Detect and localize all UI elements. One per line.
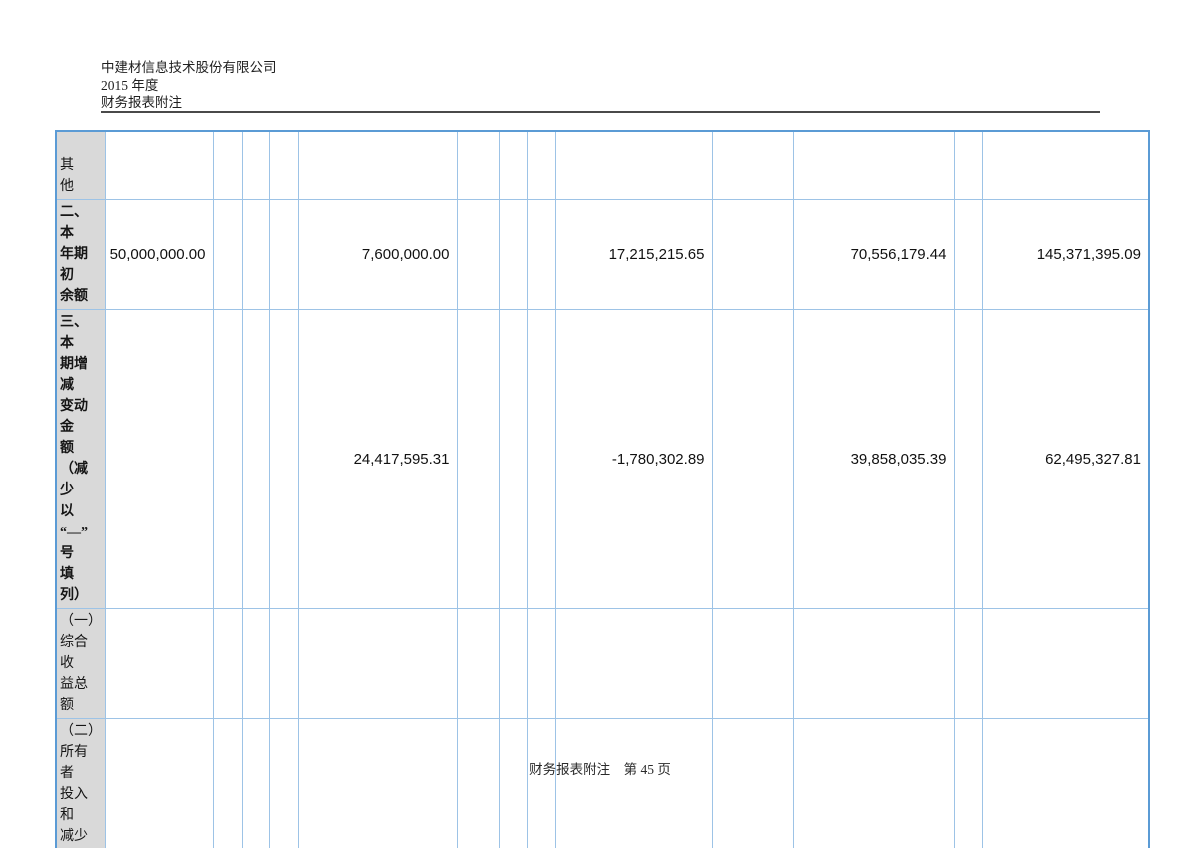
empty-cell bbox=[212, 199, 243, 310]
financial-table: 其 他二、本 年期初 余额 50,000,000.00 7,600,000.00 17… bbox=[55, 130, 1150, 848]
header-rule bbox=[101, 111, 1100, 113]
fiscal-year: 2015 年度 bbox=[101, 77, 159, 93]
empty-cell bbox=[953, 130, 983, 200]
empty-cell bbox=[711, 608, 794, 719]
empty-cell bbox=[104, 130, 214, 200]
empty-cell bbox=[526, 130, 556, 200]
amount-cell: 145,371,395.09 bbox=[981, 199, 1150, 310]
empty-cell bbox=[526, 309, 556, 609]
empty-cell bbox=[498, 718, 528, 848]
empty-cell bbox=[241, 199, 270, 310]
empty-cell bbox=[554, 608, 713, 719]
empty-cell bbox=[498, 130, 528, 200]
row-label: （一） 综合收 益总额 bbox=[55, 608, 106, 719]
table-body: 其 他二、本 年期初 余额 50,000,000.00 7,600,000.00 17… bbox=[55, 130, 1150, 848]
amount-cell: 39,858,035.39 bbox=[792, 309, 955, 609]
empty-cell bbox=[212, 309, 243, 609]
empty-cell bbox=[526, 199, 556, 310]
document-header: 中建材信息技术股份有限公司 2015 年度 财务报表附注 bbox=[101, 59, 277, 112]
empty-cell bbox=[268, 199, 299, 310]
empty-cell bbox=[953, 608, 983, 719]
row-label: 二、本 年期初 余额 bbox=[55, 199, 106, 310]
company-name: 中建材信息技术股份有限公司 bbox=[101, 60, 277, 75]
empty-cell bbox=[456, 130, 500, 200]
amount-cell: -1,780,302.89 bbox=[554, 309, 713, 609]
table-row: 二、本 年期初 余额 50,000,000.00 7,600,000.00 17,21… bbox=[55, 199, 1150, 310]
amount-cell: 24,417,595.31 bbox=[297, 309, 458, 609]
row-label: 其 他 bbox=[55, 130, 106, 200]
empty-cell bbox=[241, 608, 270, 719]
page-footer: 财务报表附注 第 45 页 bbox=[529, 762, 671, 777]
empty-cell bbox=[711, 130, 794, 200]
empty-cell bbox=[241, 718, 270, 848]
empty-cell bbox=[953, 199, 983, 310]
empty-cell bbox=[554, 718, 713, 848]
empty-cell bbox=[456, 199, 500, 310]
empty-cell bbox=[526, 718, 556, 848]
empty-cell bbox=[268, 608, 299, 719]
empty-cell bbox=[526, 608, 556, 719]
empty-cell bbox=[792, 608, 955, 719]
empty-cell bbox=[456, 309, 500, 609]
empty-cell bbox=[554, 130, 713, 200]
amount-cell: 7,600,000.00 bbox=[297, 199, 458, 310]
empty-cell bbox=[953, 309, 983, 609]
empty-cell bbox=[981, 130, 1150, 200]
empty-cell bbox=[456, 718, 500, 848]
amount-cell: 70,556,179.44 bbox=[792, 199, 955, 310]
empty-cell bbox=[711, 199, 794, 310]
empty-cell bbox=[456, 608, 500, 719]
empty-cell bbox=[104, 608, 214, 719]
empty-cell bbox=[981, 608, 1150, 719]
empty-cell bbox=[268, 309, 299, 609]
empty-cell bbox=[792, 718, 955, 848]
row-label: 三、本 期增减 变动金 额（减 少 以 “—” 号 填 列） bbox=[55, 309, 106, 609]
empty-cell bbox=[212, 718, 243, 848]
empty-cell bbox=[498, 608, 528, 719]
empty-cell bbox=[297, 130, 458, 200]
empty-cell bbox=[498, 309, 528, 609]
empty-cell bbox=[268, 130, 299, 200]
empty-cell bbox=[212, 130, 243, 200]
table-row: 其 他 bbox=[55, 130, 1150, 200]
empty-cell bbox=[711, 309, 794, 609]
empty-cell bbox=[981, 718, 1150, 848]
empty-cell bbox=[711, 718, 794, 848]
table-row: （一） 综合收 益总额 bbox=[55, 608, 1150, 719]
empty-cell bbox=[297, 718, 458, 848]
amount-cell: 50,000,000.00 bbox=[104, 199, 214, 310]
empty-cell bbox=[953, 718, 983, 848]
empty-cell bbox=[268, 718, 299, 848]
row-label: （二） 所有者 投入和 减少资 本 bbox=[55, 718, 106, 848]
empty-cell bbox=[241, 309, 270, 609]
empty-cell bbox=[104, 309, 214, 609]
empty-cell bbox=[498, 199, 528, 310]
empty-cell bbox=[104, 718, 214, 848]
doc-title: 财务报表附注 bbox=[101, 95, 182, 110]
table-row: （二） 所有者 投入和 减少资 本 bbox=[55, 718, 1150, 848]
empty-cell bbox=[297, 608, 458, 719]
empty-cell bbox=[212, 608, 243, 719]
amount-cell: 17,215,215.65 bbox=[554, 199, 713, 310]
table-row: 三、本 期增减 变动金 额（减 少 以 “—” 号 填 列） 24,417,595… bbox=[55, 309, 1150, 609]
amount-cell: 62,495,327.81 bbox=[981, 309, 1150, 609]
empty-cell bbox=[241, 130, 270, 200]
empty-cell bbox=[792, 130, 955, 200]
